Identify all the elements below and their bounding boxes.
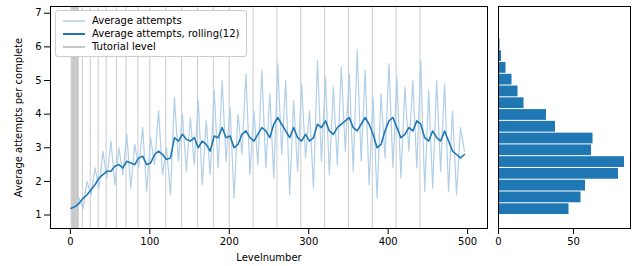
svg-text:3: 3 [35, 142, 41, 153]
svg-text:100: 100 [140, 236, 159, 247]
svg-text:Levelnumber: Levelnumber [236, 252, 302, 263]
svg-text:6: 6 [35, 41, 41, 52]
svg-text:300: 300 [299, 236, 318, 247]
svg-text:500: 500 [458, 236, 477, 247]
svg-text:200: 200 [220, 236, 239, 247]
svg-text:Average attempts per complete: Average attempts per complete [13, 38, 24, 197]
svg-text:50: 50 [567, 236, 580, 247]
html-text:Average attempts: Average attempts [92, 15, 182, 26]
svg-text:2: 2 [35, 176, 41, 187]
svg-text:400: 400 [379, 236, 398, 247]
svg-text:5: 5 [35, 75, 41, 86]
svg-text:0: 0 [495, 236, 501, 247]
html-text:Tutorial level: Tutorial level [92, 41, 156, 52]
html-text:Average attempts, rolling(12): Average attempts, rolling(12) [92, 28, 240, 39]
svg-text:0: 0 [67, 236, 73, 247]
svg-text:7: 7 [35, 7, 41, 18]
svg-text:4: 4 [35, 108, 41, 119]
svg-text:1: 1 [35, 209, 41, 220]
